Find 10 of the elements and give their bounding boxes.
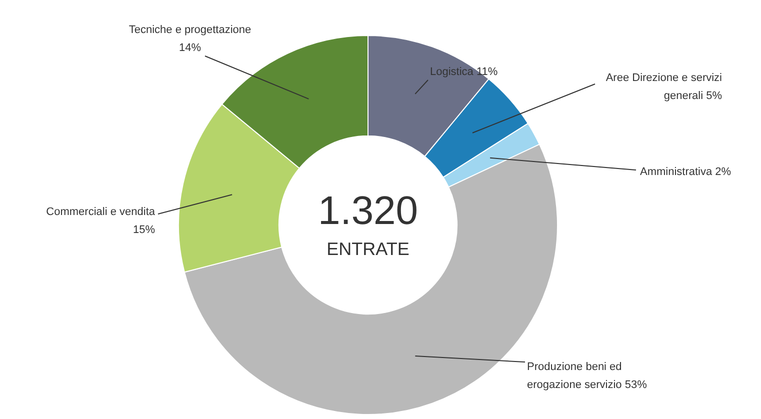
- slice-label: Tecniche e progettazione: [128, 24, 252, 36]
- slice-label: Aree Direzione e servizi generali 5%: [606, 72, 722, 102]
- slice-label: Commerciali e vendita: [46, 206, 156, 218]
- text: ENTRATE: [326, 238, 410, 259]
- text: 1.320: [318, 189, 418, 234]
- slice-label: Produzione beni ed erogazione servizio 53%: [527, 361, 648, 392]
- data-label: 14%: [178, 42, 202, 54]
- slice-label: Amministrativa 2%: [640, 166, 732, 178]
- slice-label: Logistica 11%: [430, 66, 498, 78]
- data-label: 15%: [132, 224, 156, 236]
